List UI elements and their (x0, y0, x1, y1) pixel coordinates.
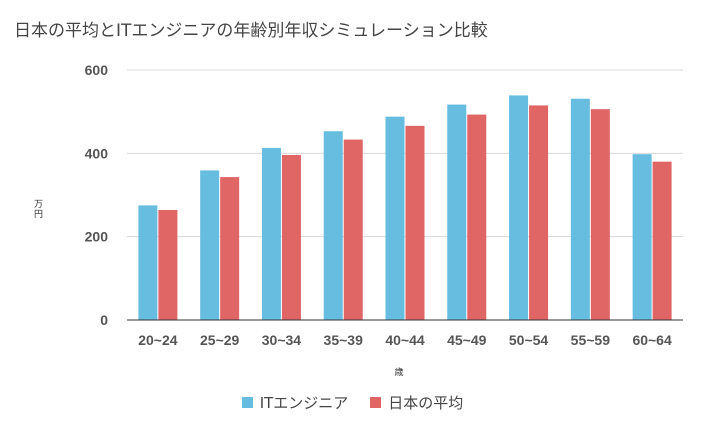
bar-it-engineer (570, 98, 590, 320)
x-axis-ticks: 20~24 25~29 30~34 35~39 40~44 45~49 50~54 55~59… (138, 332, 672, 348)
y-tick-label: 0 (100, 312, 108, 328)
x-tick-label: 30~34 (262, 332, 302, 348)
bar-japan-average (343, 139, 363, 320)
x-axis-label: 歳 (394, 366, 403, 378)
x-tick-label: 45~49 (447, 332, 487, 348)
x-tick-label: 40~44 (385, 332, 425, 348)
bar-it-engineer (200, 170, 220, 320)
bar-it-engineer (138, 205, 158, 320)
bar-it-engineer (509, 95, 529, 321)
legend: ITエンジニア 日本の平均 (0, 392, 705, 413)
bar-it-engineer (385, 116, 405, 321)
y-tick-label: 400 (85, 145, 109, 161)
bar-it-engineer (261, 147, 281, 320)
x-tick-label: 20~24 (138, 332, 178, 348)
bar-japan-average (467, 114, 487, 320)
gridlines (127, 69, 683, 238)
legend-label: 日本の平均 (388, 394, 464, 412)
x-tick-label: 25~29 (200, 332, 240, 348)
legend-swatch (370, 397, 382, 408)
y-axis-label: 万円 (34, 200, 43, 220)
bar-japan-average (405, 125, 425, 320)
y-tick-label: 600 (85, 62, 109, 78)
y-tick-label: 200 (85, 229, 109, 245)
bars (138, 95, 672, 321)
bar-it-engineer (447, 104, 467, 320)
x-tick-label: 60~64 (632, 332, 672, 348)
x-tick-label: 50~54 (509, 332, 549, 348)
legend-label: ITエンジニア (259, 394, 349, 412)
x-tick-label: 55~59 (571, 332, 611, 348)
y-axis-ticks: 0 200 400 600 (85, 62, 109, 328)
x-tick-label: 35~39 (324, 332, 364, 348)
legend-item: 日本の平均 (370, 392, 463, 413)
bar-japan-average (220, 177, 240, 320)
legend-swatch (241, 397, 253, 408)
bar-it-engineer (323, 131, 343, 320)
bar-japan-average (590, 109, 610, 321)
bar-japan-average (652, 161, 672, 320)
bar-it-engineer (632, 154, 652, 320)
bar-japan-average (529, 105, 549, 321)
legend-item: ITエンジニア (241, 392, 349, 413)
bar-japan-average (281, 155, 301, 320)
chart-title: 日本の平均とITエンジニアの年齢別年収シミュレーション比較 (14, 21, 488, 41)
bar-japan-average (158, 210, 178, 320)
